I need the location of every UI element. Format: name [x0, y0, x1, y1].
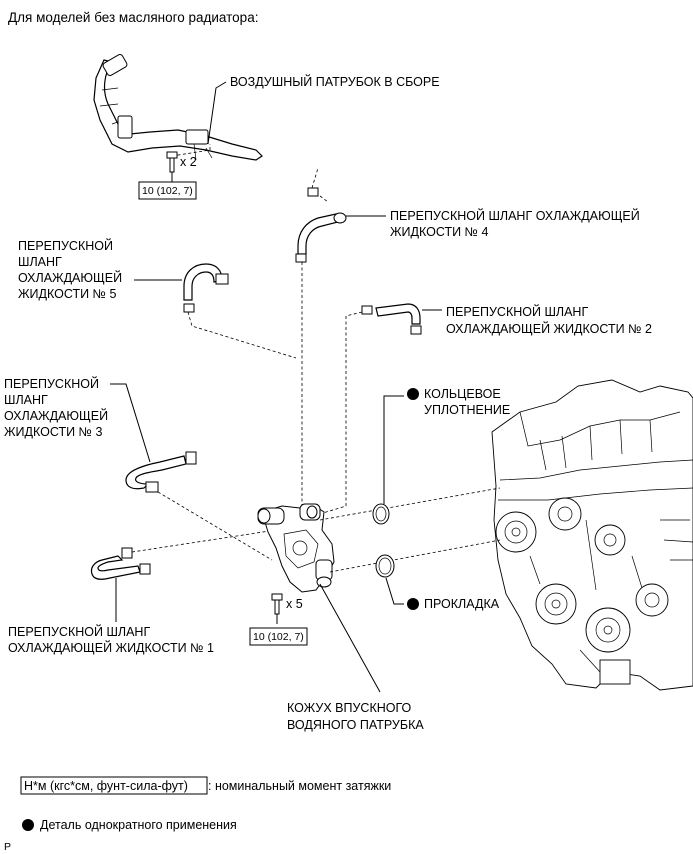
- label-hose5-line4: ЖИДКОСТИ № 5: [18, 287, 116, 301]
- hose-5: [183, 263, 229, 313]
- label-hose5-line3: ОХЛАЖДАЮЩЕЙ: [18, 270, 122, 285]
- hose-2: [361, 303, 422, 335]
- legend-unit: Н*м (кгс*см, фунт-сила-фут): [24, 779, 188, 793]
- label-hose3-line4: ЖИДКОСТИ № 3: [4, 425, 102, 439]
- bolt-icon: [271, 593, 283, 615]
- hose-3: [125, 451, 197, 493]
- label-hose5-line2: ШЛАНГ: [18, 255, 62, 269]
- label-hose4-line2: ЖИДКОСТИ № 4: [390, 225, 488, 239]
- nonreusable-marker-icon: [407, 388, 419, 400]
- label-hose2-line1: ПЕРЕПУСКНОЙ ШЛАНГ: [446, 304, 588, 319]
- label-gasket: ПРОКЛАДКА: [424, 597, 500, 611]
- torque-box-top: [138, 181, 197, 200]
- legend-nonreusable: Деталь однократного применения: [40, 818, 237, 832]
- torque-top: 10 (102, 7): [142, 185, 193, 197]
- hose-1: [90, 547, 151, 580]
- label-housing-line2: ВОДЯНОГО ПАТРУБКА: [287, 718, 424, 732]
- label-oring-line2: УПЛОТНЕНИЕ: [424, 403, 510, 417]
- legend-unit-box: [20, 776, 208, 795]
- qty-bottom: x 5: [286, 597, 303, 611]
- torque-box-bottom: [249, 627, 308, 646]
- legend-unit-desc: : номинальный момент затяжки: [208, 779, 391, 793]
- label-hose3-line3: ОХЛАЖДАЮЩЕЙ: [4, 408, 108, 423]
- label-housing-line1: КОЖУХ ВПУСКНОГО: [287, 701, 412, 715]
- header-text: Для моделей без масляного радиатора:: [8, 10, 258, 25]
- label-hose3-line2: ШЛАНГ: [4, 393, 48, 407]
- o-ring: [372, 503, 390, 525]
- label-hose3-line1: ПЕРЕПУСКНОЙ: [4, 376, 99, 391]
- nonreusable-legend-icon: [22, 819, 34, 831]
- nonreusable-marker-icon: [407, 598, 419, 610]
- torque-bottom: 10 (102, 7): [253, 631, 304, 643]
- water-inlet-housing: [257, 503, 335, 593]
- label-hose1-line2: ОХЛАЖДАЮЩЕЙ ЖИДКОСТИ № 1: [8, 640, 214, 655]
- hose-4: [295, 187, 347, 263]
- label-air-pipe: ВОЗДУШНЫЙ ПАТРУБОК В СБОРЕ: [230, 74, 440, 89]
- label-hose4-line1: ПЕРЕПУСКНОЙ ШЛАНГ ОХЛАЖДАЮЩЕЙ: [390, 208, 640, 223]
- bolt-icon: [166, 151, 178, 173]
- label-hose2-line2: ОХЛАЖДАЮЩЕЙ ЖИДКОСТИ № 2: [446, 321, 652, 336]
- corner-mark: P: [4, 841, 11, 853]
- label-hose1-line1: ПЕРЕПУСКНОЙ ШЛАНГ: [8, 624, 150, 639]
- engine-illustration: [491, 379, 693, 691]
- air-pipe-assembly: [93, 54, 263, 161]
- qty-top: x 2: [180, 155, 197, 169]
- label-hose5-line1: ПЕРЕПУСКНОЙ: [18, 238, 113, 253]
- label-oring-line1: КОЛЬЦЕВОЕ: [424, 387, 501, 401]
